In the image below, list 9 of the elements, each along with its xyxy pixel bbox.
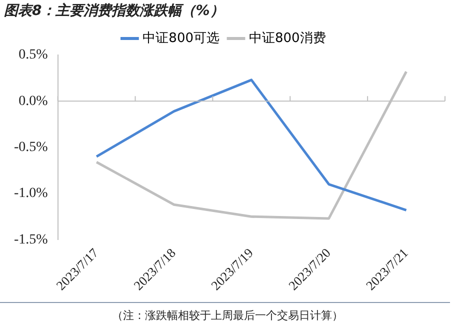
y-tick-label: -0.5%	[14, 140, 48, 156]
text: （注：涨跌幅相较于上周最后一个交易日计算）	[111, 308, 344, 323]
y-tick-label: -1.0%	[14, 186, 48, 202]
y-tick-label: 0.0%	[18, 94, 48, 109]
legend-label: 中证800消费	[249, 30, 326, 46]
y-tick-label: 0.5%	[18, 48, 48, 63]
legend-label: 中证800可选	[142, 30, 220, 46]
y-tick-label: -1.5%	[14, 232, 48, 248]
chart-title: 图表8：主要消费指数涨跌幅（%）	[4, 2, 224, 20]
